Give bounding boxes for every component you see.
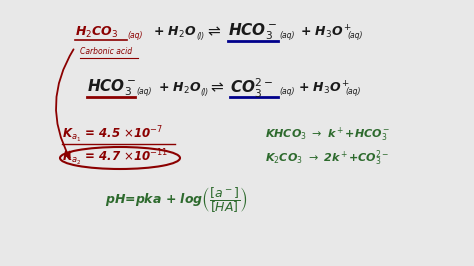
Text: (aq): (aq) [279, 31, 294, 40]
Text: K$_{a_2}$ = 4.7 $\times$10$^{-11}$: K$_{a_2}$ = 4.7 $\times$10$^{-11}$ [62, 148, 168, 168]
Text: + H$_3$O$^+$: + H$_3$O$^+$ [300, 23, 352, 41]
Text: (l): (l) [200, 88, 208, 97]
Text: (aq): (aq) [345, 88, 361, 97]
Text: KHCO$_3$ $\rightarrow$ k$^+$+HCO$_3^-$: KHCO$_3$ $\rightarrow$ k$^+$+HCO$_3^-$ [265, 126, 390, 144]
Text: (l): (l) [196, 31, 204, 40]
Text: + H$_2$O: + H$_2$O [153, 24, 197, 40]
Text: K$_{a_1}$ = 4.5 $\times$10$^{-7}$: K$_{a_1}$ = 4.5 $\times$10$^{-7}$ [62, 125, 163, 145]
Text: $\rightleftharpoons$: $\rightleftharpoons$ [208, 81, 225, 95]
Text: HCO$_3^-$: HCO$_3^-$ [87, 78, 136, 98]
Text: + H$_2$O: + H$_2$O [158, 80, 201, 95]
Text: + H$_3$O$^+$: + H$_3$O$^+$ [298, 79, 350, 97]
Text: (aq): (aq) [127, 31, 143, 40]
Text: K$_2$CO$_3$ $\rightarrow$ 2k$^+$+CO$_3^{2-}$: K$_2$CO$_3$ $\rightarrow$ 2k$^+$+CO$_3^{… [265, 148, 390, 168]
Text: (aq): (aq) [347, 31, 363, 40]
Text: CO$_3^{2-}$: CO$_3^{2-}$ [230, 76, 273, 99]
Text: Carbonic acid: Carbonic acid [80, 48, 132, 56]
Text: pH=pka + log$\left(\dfrac{[a^-]}{[HA]}\right)$: pH=pka + log$\left(\dfrac{[a^-]}{[HA]}\r… [105, 185, 248, 215]
Text: HCO$_3^-$: HCO$_3^-$ [228, 22, 277, 42]
Text: H$_2$CO$_3$: H$_2$CO$_3$ [75, 24, 118, 40]
Text: (aq): (aq) [279, 88, 294, 97]
Text: $\rightleftharpoons$: $\rightleftharpoons$ [205, 24, 222, 39]
Text: (aq): (aq) [136, 88, 152, 97]
